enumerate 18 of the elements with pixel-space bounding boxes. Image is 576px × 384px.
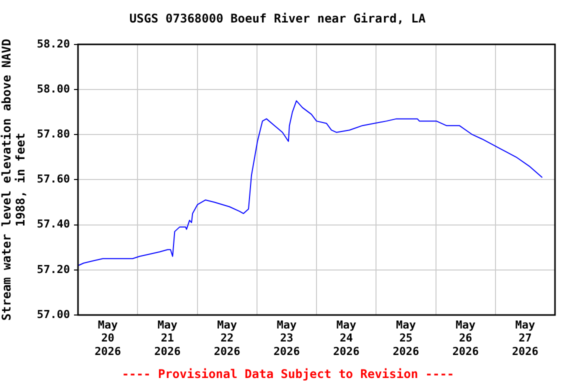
y-tick-label: 57.60: [36, 172, 70, 186]
y-axis-title: Stream water level elevation above NAVD 1988, in feet: [0, 38, 28, 321]
y-tick-label: 58.00: [36, 82, 70, 96]
x-tick-label: May 21 2026: [154, 318, 182, 358]
y-tick-label: 57.80: [36, 127, 70, 140]
x-tick-label: May 24 2026: [333, 318, 360, 358]
y-tick-label: 57.20: [36, 262, 70, 276]
x-tick-label: May 20 2026: [94, 318, 122, 358]
x-tick-label: May 25 2026: [392, 318, 420, 358]
y-tick-label: 57.00: [36, 308, 70, 321]
chart-title: USGS 07368000 Boeuf River near Girard, LA: [129, 11, 426, 26]
x-tick-label: May 23 2026: [273, 318, 300, 358]
y-tick-label: 57.40: [36, 218, 70, 231]
x-tick-label: May 22 2026: [214, 318, 241, 358]
x-tick-label: May 26 2026: [452, 318, 480, 358]
text: ---- Provisional Data Subject to Revision ----: [122, 367, 454, 382]
x-tick-label: May 27 2026: [512, 318, 539, 358]
y-tick-label: 58.20: [36, 37, 70, 50]
